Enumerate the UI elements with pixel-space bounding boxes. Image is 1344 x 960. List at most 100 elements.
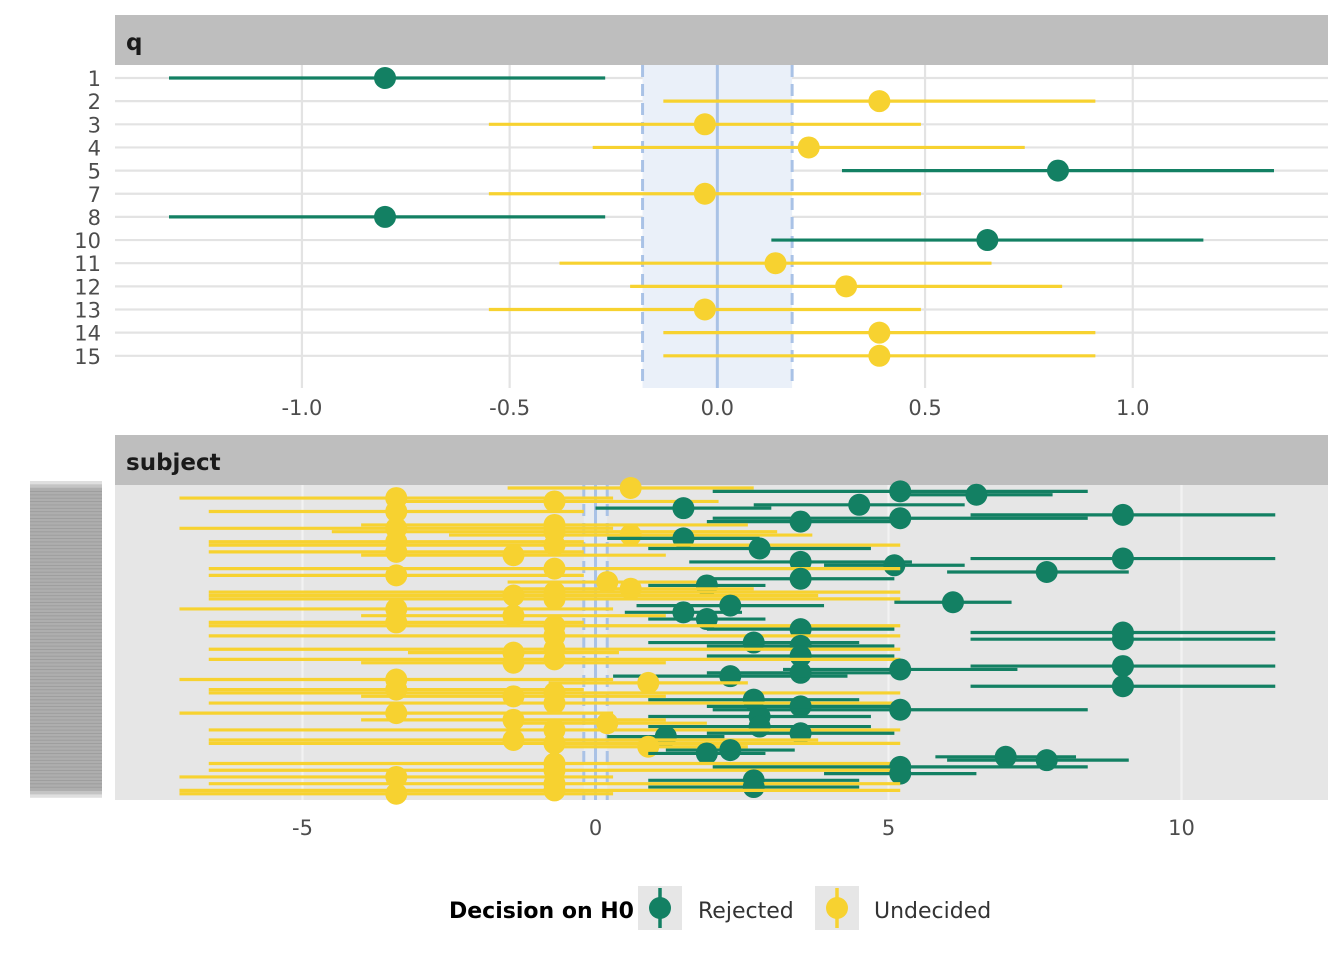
estimate-point: [543, 587, 566, 610]
y-tick-label-overlap: [30, 571, 102, 583]
estimate-point: [543, 648, 566, 671]
y-tick-label-overlap: [30, 612, 102, 624]
legend-title: Decision on H0: [449, 899, 634, 924]
y-tick-label-overlap: [30, 783, 102, 795]
y-tick-label-overlap: [30, 763, 102, 775]
y-tick-label-overlap: [30, 622, 102, 634]
estimate-point: [693, 182, 716, 205]
y-tick-label-overlap: [30, 706, 102, 718]
y-tick-label-overlap: [30, 722, 102, 734]
y-tick-label-overlap: [30, 565, 102, 576]
estimate-point: [1111, 628, 1134, 651]
y-tick-label-overlap: [30, 726, 102, 738]
estimate-point: [941, 591, 964, 614]
estimate-point: [883, 554, 906, 577]
estimate-point: [695, 742, 718, 765]
x-tick-label: 5: [882, 816, 895, 840]
y-tick-label-overlap: [30, 699, 102, 711]
y-tick-label-overlap: [30, 517, 102, 529]
y-tick-label-overlap: [30, 521, 102, 533]
y-tick-label-overlap: [30, 635, 102, 647]
y-tick-label-overlap: [30, 675, 102, 687]
y-tick-label-overlap: [30, 665, 102, 677]
x-tick-label: 0.5: [908, 396, 941, 420]
x-tick-label: -0.5: [489, 396, 530, 420]
y-tick-label-overlap: [30, 696, 102, 708]
estimate-point: [385, 782, 408, 805]
y-tick-label: 12: [74, 275, 101, 299]
estimate-point: [1111, 655, 1134, 678]
y-tick-label-overlap: [30, 756, 102, 768]
y-tick-label: 14: [74, 322, 101, 346]
estimate-point: [1111, 547, 1134, 570]
legend-key-undecided-dot: [826, 897, 848, 919]
y-tick-label-overlap: [30, 608, 102, 620]
estimate-point: [385, 540, 408, 563]
estimate-point: [693, 113, 716, 136]
estimate-point: [889, 658, 912, 681]
y-tick-label-overlap: [30, 689, 102, 701]
y-tick-label: 8: [88, 206, 101, 230]
estimate-point: [789, 695, 812, 718]
y-tick-label-overlap: [30, 736, 102, 748]
y-tick-label-overlap: [30, 766, 102, 778]
estimate-point: [637, 671, 660, 694]
y-tick-label-overlap: [30, 746, 102, 758]
y-tick-label: 11: [74, 252, 101, 276]
estimate-point: [374, 205, 397, 228]
y-tick-label: 3: [88, 113, 101, 137]
y-tick-label-overlap: [30, 628, 102, 640]
estimate-point: [619, 477, 642, 499]
y-tick-label-overlap: [30, 551, 102, 563]
y-tick-label-overlap: [30, 548, 102, 560]
y-tick-label-overlap: [30, 776, 102, 788]
estimate-point: [789, 661, 812, 684]
y-tick-label-overlap: [30, 702, 102, 714]
y-tick-label-overlap: [30, 632, 102, 644]
y-tick-label-overlap: [30, 531, 102, 543]
y-tick-label-overlap: [30, 679, 102, 691]
y-tick-label-overlap: [30, 487, 102, 499]
estimate-point: [1046, 159, 1069, 182]
y-tick-label: 13: [74, 299, 101, 323]
y-tick-label-overlap: [30, 494, 102, 506]
y-tick-label-overlap: [30, 786, 102, 798]
y-tick-label: 7: [88, 183, 101, 207]
y-tick-label-overlap: [30, 659, 102, 671]
y-tick-label-overlap: [30, 638, 102, 650]
y-tick-label-overlap: [30, 649, 102, 660]
y-tick-label-overlap: [30, 504, 102, 516]
y-tick-label: 4: [88, 136, 101, 160]
y-tick-label: 15: [74, 345, 101, 369]
y-tick-label-overlap: [30, 652, 102, 664]
estimate-point: [789, 510, 812, 533]
y-tick-label-overlap: [30, 507, 102, 519]
y-tick-label-overlap: [30, 484, 102, 496]
facet-strip-label-q: q: [126, 30, 142, 56]
estimate-point: [764, 252, 787, 275]
q-x-axis-labels: -1.0 -0.5 0.0 0.5 1.0: [281, 396, 1149, 420]
legend-label-rejected: Rejected: [698, 899, 794, 924]
y-tick-label-overlap: [30, 541, 102, 553]
y-tick-label-overlap: [30, 743, 102, 755]
estimate-point: [693, 298, 716, 321]
estimate-point: [543, 732, 566, 755]
estimate-point: [868, 321, 891, 344]
estimate-point: [502, 729, 525, 751]
y-tick-label-overlap: [30, 585, 102, 597]
y-tick-label-overlap: [30, 524, 102, 536]
y-tick-label-overlap: [30, 615, 102, 627]
y-tick-label-overlap: [30, 544, 102, 556]
y-tick-label-overlap: [30, 578, 102, 590]
y-tick-label-overlap: [30, 528, 102, 540]
estimate-point: [789, 567, 812, 590]
y-tick-label-overlap: [30, 497, 102, 509]
y-tick-label-overlap: [30, 645, 102, 657]
y-tick-label: 5: [88, 160, 101, 184]
subject-estimates: [179, 477, 1276, 805]
y-tick-label-overlap: [30, 769, 102, 781]
y-tick-label-overlap: [30, 773, 102, 785]
